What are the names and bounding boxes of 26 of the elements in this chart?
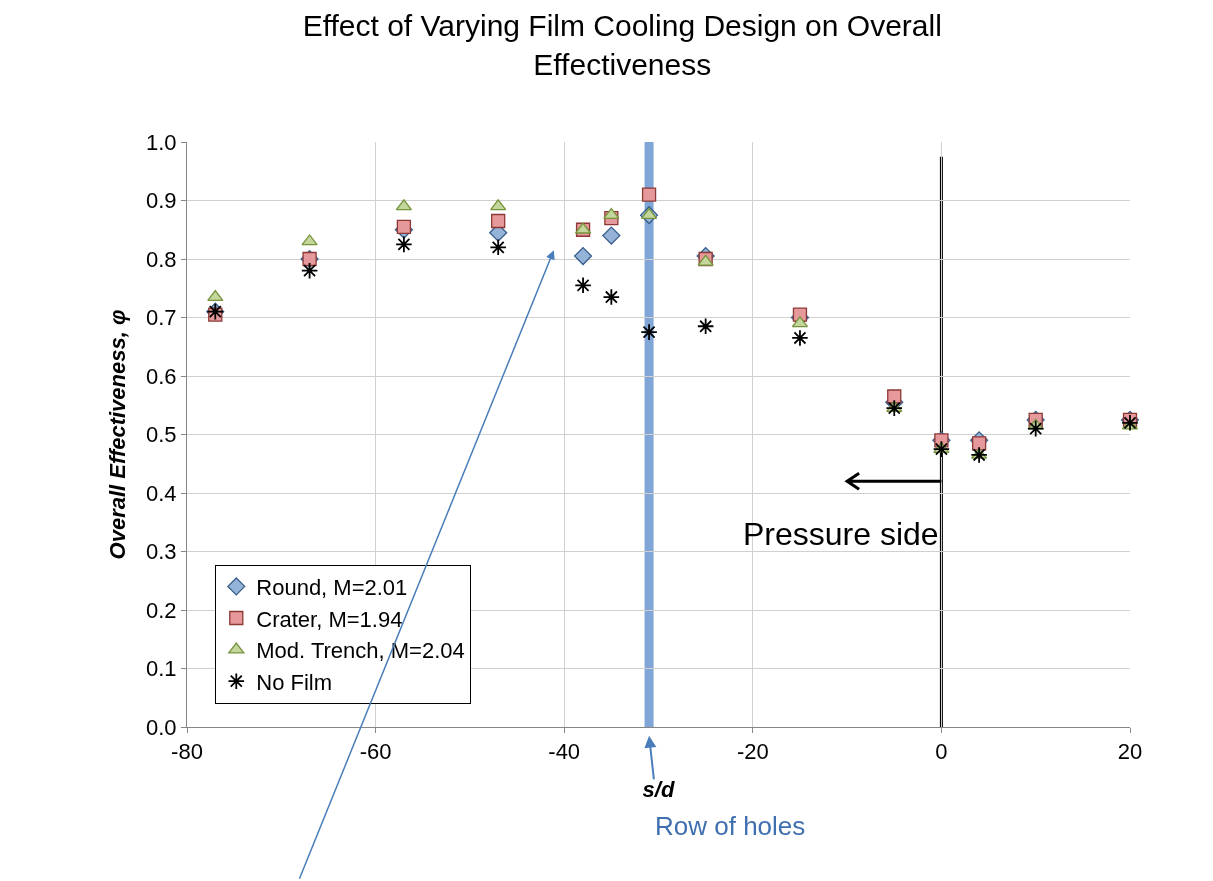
x-tick-label: -20: [736, 739, 769, 765]
legend-label: Crater, M=1.94: [256, 606, 403, 632]
ref-line-label: Pressure side: [743, 516, 939, 552]
y-tick-label: 0.7: [146, 305, 177, 331]
x-tick-label: -80: [171, 739, 203, 765]
y-tick-label: 0.6: [146, 363, 177, 389]
x-axis-title: s/d: [642, 777, 675, 803]
legend-label: Mod. Trench, M=2.04: [256, 638, 465, 664]
y-tick-label: 0.0: [146, 714, 177, 740]
x-tick-label: 0: [935, 739, 948, 765]
chart-title: Effect of Varying Film Cooling Design on Overall Effectiveness: [302, 9, 942, 81]
legend-label: Round, M=2.01: [256, 574, 408, 600]
y-tick-label: 0.8: [146, 246, 177, 272]
x-tick-label: -40: [548, 739, 581, 765]
ref-line-label: Row of holes: [655, 811, 806, 841]
y-tick-label: 0.4: [146, 480, 177, 506]
y-tick-label: 0.3: [146, 539, 177, 565]
y-tick-label: 0.1: [146, 656, 177, 682]
y-tick-label: 0.5: [146, 422, 177, 448]
y-axis-title: Overall Effectiveness, φ: [104, 309, 130, 560]
y-tick-label: 1.0: [146, 129, 177, 155]
x-tick-label: -60: [359, 739, 392, 765]
y-tick-label: 0.2: [146, 597, 177, 623]
y-tick-label: 0.9: [146, 188, 177, 214]
legend-label: No Film: [256, 669, 333, 695]
x-tick-label: 20: [1117, 739, 1143, 765]
